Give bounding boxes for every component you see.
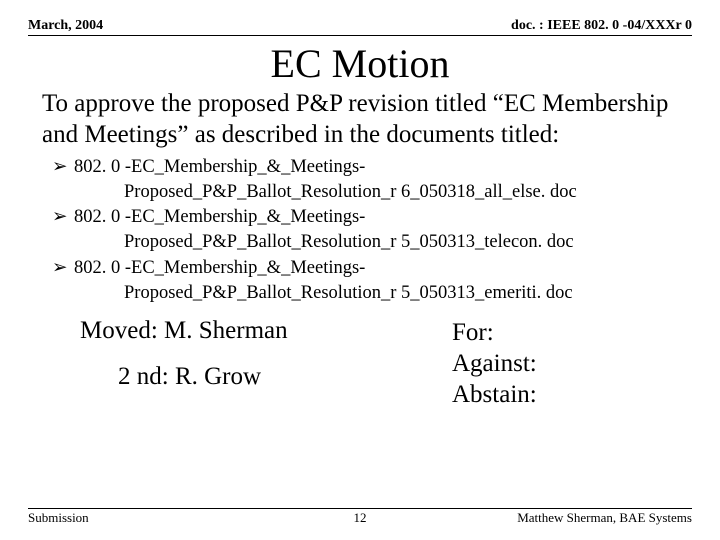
list-item: ➢ 802. 0 -EC_Membership_&_Meetings- [52, 206, 692, 229]
footer-author: Matthew Sherman, BAE Systems [471, 510, 692, 526]
slide-container: March, 2004 doc. : IEEE 802. 0 -04/XXXr … [0, 0, 720, 540]
motion-text: To approve the proposed P&P revision tit… [42, 89, 692, 150]
header-docid: doc. : IEEE 802. 0 -04/XXXr 0 [511, 18, 692, 34]
slide-title: EC Motion [28, 40, 692, 87]
footer-left: Submission [28, 510, 249, 526]
list-item: ➢ 802. 0 -EC_Membership_&_Meetings- [52, 156, 692, 179]
seconded-by: 2 nd: R. Grow [80, 363, 452, 391]
list-item-line2: Proposed_P&P_Ballot_Resolution_r 5_05031… [124, 282, 692, 305]
vote-abstain: Abstain: [452, 379, 692, 410]
document-list: ➢ 802. 0 -EC_Membership_&_Meetings- Prop… [52, 156, 692, 307]
footer-page-number: 12 [249, 510, 470, 526]
list-item-line2: Proposed_P&P_Ballot_Resolution_r 6_05031… [124, 181, 692, 204]
slide-header: March, 2004 doc. : IEEE 802. 0 -04/XXXr … [28, 18, 692, 36]
list-item: ➢ 802. 0 -EC_Membership_&_Meetings- [52, 257, 692, 280]
vote-tally: For: Against: Abstain: [452, 317, 692, 411]
header-date: March, 2004 [28, 18, 103, 34]
bullet-icon: ➢ [52, 257, 74, 280]
vote-against: Against: [452, 348, 692, 379]
list-item-line1: 802. 0 -EC_Membership_&_Meetings- [74, 206, 692, 229]
vote-block: Moved: M. Sherman 2 nd: R. Grow For: Aga… [28, 317, 692, 411]
bullet-icon: ➢ [52, 156, 74, 179]
slide-footer: Submission 12 Matthew Sherman, BAE Syste… [28, 508, 692, 526]
moved-by: Moved: M. Sherman [80, 317, 452, 345]
list-item-line1: 802. 0 -EC_Membership_&_Meetings- [74, 257, 692, 280]
list-item-line2: Proposed_P&P_Ballot_Resolution_r 5_05031… [124, 231, 692, 254]
vote-for: For: [452, 317, 692, 348]
bullet-icon: ➢ [52, 206, 74, 229]
vote-movers: Moved: M. Sherman 2 nd: R. Grow [28, 317, 452, 411]
list-item-line1: 802. 0 -EC_Membership_&_Meetings- [74, 156, 692, 179]
